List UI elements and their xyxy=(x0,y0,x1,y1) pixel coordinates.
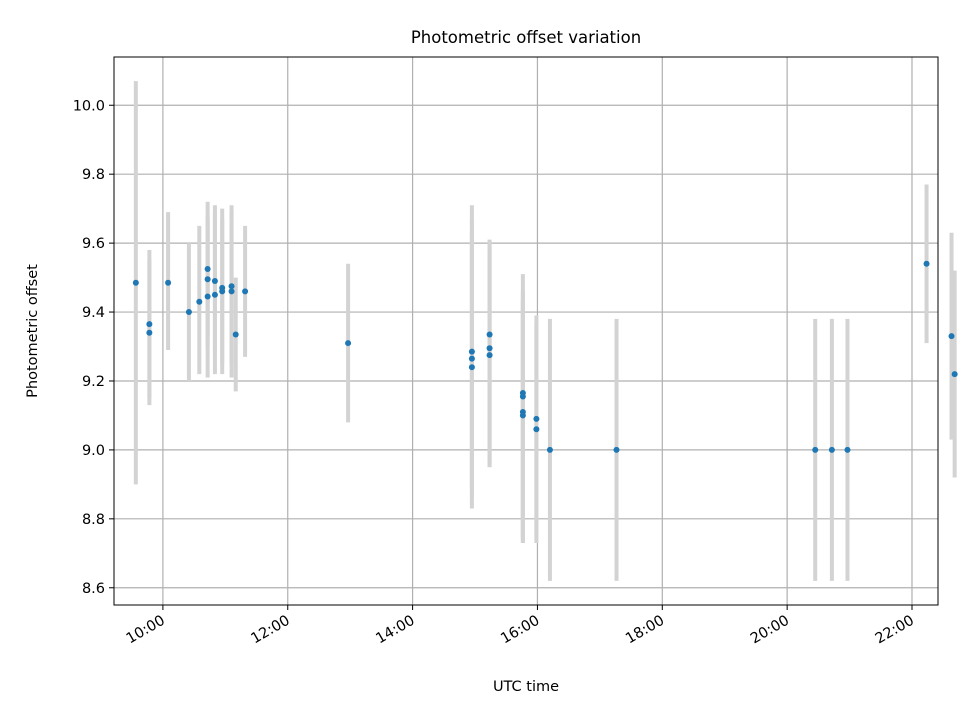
data-point xyxy=(146,321,153,328)
data-point xyxy=(345,340,352,347)
data-point xyxy=(185,309,192,316)
y-tick-label: 9.4 xyxy=(82,305,105,321)
data-point xyxy=(165,279,172,286)
data-point xyxy=(232,331,239,338)
plot-area xyxy=(114,57,938,605)
data-point xyxy=(486,352,493,359)
plot-frame xyxy=(113,56,939,606)
data-point xyxy=(204,265,211,272)
y-tick-label: 8.6 xyxy=(82,581,105,597)
y-axis-ticks: 8.6 8.8 9.0 9.2 9.4 9.6 9.8 10.0 xyxy=(73,98,114,597)
data-point xyxy=(204,293,211,300)
data-point xyxy=(519,412,526,419)
chart-title: Photometric offset variation xyxy=(411,28,641,47)
y-tick-label: 8.8 xyxy=(82,512,105,528)
data-point xyxy=(951,371,958,378)
y-tick-label: 10.0 xyxy=(73,98,105,114)
data-point xyxy=(242,288,249,295)
data-point xyxy=(228,283,235,290)
data-point xyxy=(228,288,235,295)
data-point xyxy=(844,446,851,453)
data-point xyxy=(219,288,226,295)
data-point xyxy=(468,348,475,355)
data-point xyxy=(519,393,526,400)
data-point xyxy=(486,331,493,338)
data-point xyxy=(132,279,139,286)
data-point xyxy=(613,446,620,453)
y-tick-label: 9.8 xyxy=(82,167,105,183)
data-point xyxy=(211,291,218,298)
data-point xyxy=(828,446,835,453)
data-point xyxy=(204,276,211,283)
data-point xyxy=(948,333,955,340)
data-point xyxy=(812,446,819,453)
x-axis-label: UTC time xyxy=(493,679,559,695)
data-point xyxy=(146,329,153,336)
data-point xyxy=(546,446,553,453)
grid-layer xyxy=(114,57,938,605)
y-tick-label: 9.0 xyxy=(82,443,105,459)
data-point xyxy=(923,260,930,267)
data-point xyxy=(533,415,540,422)
data-point xyxy=(533,426,540,433)
y-tick-label: 9.6 xyxy=(82,236,105,252)
data-point xyxy=(196,298,203,305)
data-point xyxy=(468,355,475,362)
y-axis-label: Photometric offset xyxy=(25,264,41,398)
data-point xyxy=(486,345,493,352)
point-layer xyxy=(132,260,958,453)
data-point xyxy=(468,364,475,371)
data-point xyxy=(211,278,218,285)
y-tick-label: 9.2 xyxy=(82,374,105,390)
